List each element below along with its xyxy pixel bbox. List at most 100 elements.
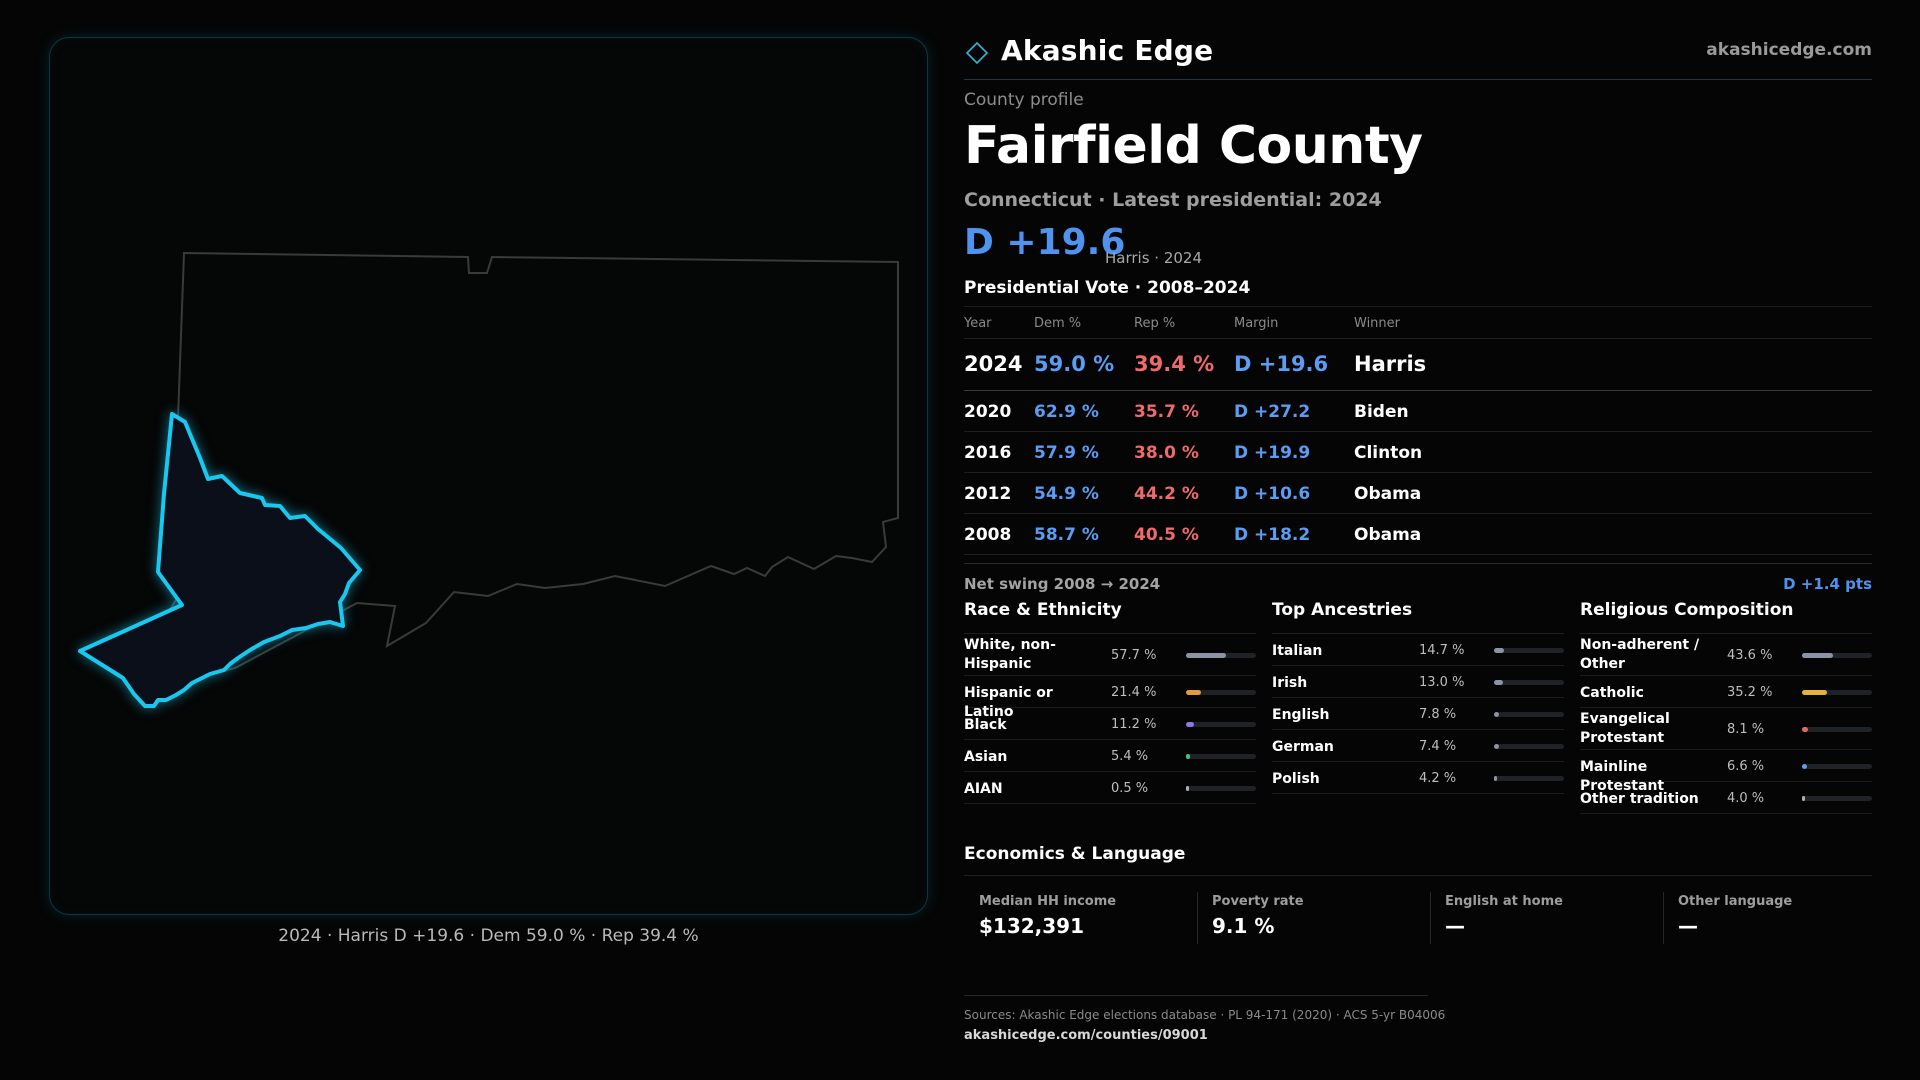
economics-title: Economics & Language	[964, 844, 1872, 876]
list-item: Irish 13.0 %	[1272, 666, 1564, 698]
list-item: White, non-Hispanic 57.7 %	[964, 634, 1256, 676]
bar-fill	[1494, 712, 1500, 717]
stat-value: —	[1678, 914, 1698, 938]
bar-fill	[1186, 754, 1190, 759]
row-winner: Obama	[1354, 484, 1422, 504]
latest-margin: D +19.6	[964, 222, 1126, 263]
sources-text: Sources: Akashic Edge elections database…	[964, 1008, 1446, 1022]
section-title: Race & Ethnicity	[964, 600, 1256, 634]
bar-fill	[1186, 722, 1194, 727]
table-row: 2020 62.9 % 35.7 % D +27.2 Biden	[964, 391, 1872, 432]
bar-track	[1494, 680, 1564, 685]
bar-track	[1802, 653, 1872, 658]
item-percent: 8.1 %	[1727, 722, 1765, 737]
item-percent: 4.2 %	[1419, 771, 1457, 786]
row-winner: Biden	[1354, 402, 1409, 422]
col-header-year: Year	[964, 316, 992, 331]
col-header-winner: Winner	[1354, 316, 1401, 331]
row-rep: 39.4 %	[1134, 352, 1215, 376]
table-header: Year Dem % Rep % Margin Winner	[964, 307, 1872, 339]
list-item: Black 11.2 %	[964, 708, 1256, 740]
list-item: AIAN 0.5 %	[964, 772, 1256, 804]
item-percent: 35.2 %	[1727, 685, 1773, 700]
religion-section: Religious Composition Non-adherent / Oth…	[1580, 600, 1872, 814]
stat-label: Median HH income	[979, 894, 1117, 909]
item-label: Irish	[1272, 675, 1308, 691]
divider	[1430, 892, 1431, 944]
section-title: Top Ancestries	[1272, 600, 1564, 634]
row-year: 2020	[964, 402, 1012, 422]
list-item: English 7.8 %	[1272, 698, 1564, 730]
diamond-logo-icon	[966, 42, 988, 64]
bar-track	[1802, 796, 1872, 801]
list-item: German 7.4 %	[1272, 730, 1564, 762]
county-map-panel	[49, 37, 928, 915]
item-label: German	[1272, 739, 1334, 755]
row-margin: D +10.6	[1234, 484, 1311, 504]
stat-label: English at home	[1445, 894, 1563, 909]
brand-name: Akashic Edge	[1001, 34, 1214, 67]
site-link[interactable]: akashicedge.com	[1706, 40, 1872, 60]
item-label: English	[1272, 707, 1330, 723]
county-url-link[interactable]: akashicedge.com/counties/09001	[964, 1028, 1208, 1043]
row-rep: 35.7 %	[1134, 402, 1199, 422]
row-margin: D +19.9	[1234, 443, 1311, 463]
stat-median-income: Median HH income $132,391	[964, 892, 1197, 944]
list-item: Hispanic or Latino 21.4 %	[964, 676, 1256, 720]
item-label: Other tradition	[1580, 791, 1699, 807]
row-dem: 54.9 %	[1034, 484, 1099, 504]
table-row: 2016 57.9 % 38.0 % D +19.9 Clinton	[964, 432, 1872, 473]
item-label: Non-adherent / Other	[1580, 637, 1700, 672]
item-percent: 57.7 %	[1111, 648, 1157, 663]
page-subtitle: Connecticut · Latest presidential: 2024	[964, 189, 1382, 211]
page-title: Fairfield County	[964, 116, 1423, 176]
item-label: Asian	[964, 749, 1008, 765]
list-item: Mainline Protestant 6.6 %	[1580, 750, 1872, 794]
sources-footer: Sources: Akashic Edge elections database…	[964, 995, 1445, 1043]
row-margin: D +19.6	[1234, 352, 1329, 376]
item-percent: 14.7 %	[1419, 643, 1465, 658]
header: Akashic Edge akashicedge.com	[964, 32, 1872, 80]
list-item: Polish 4.2 %	[1272, 762, 1564, 794]
row-margin: D +18.2	[1234, 525, 1311, 545]
item-label: Black	[964, 717, 1007, 733]
stat-value: —	[1445, 914, 1465, 938]
stat-value: $132,391	[979, 914, 1085, 938]
bar-fill	[1802, 653, 1833, 658]
county-profile-panel: Akashic Edge akashicedge.com County prof…	[964, 0, 1872, 1080]
row-dem: 62.9 %	[1034, 402, 1099, 422]
list-item: Asian 5.4 %	[964, 740, 1256, 772]
list-item: Catholic 35.2 %	[1580, 676, 1872, 708]
item-label: Evangelical Protestant	[1580, 711, 1670, 746]
item-label: Mainline Protestant	[1580, 759, 1665, 794]
bar-track	[1186, 653, 1256, 658]
row-year: 2008	[964, 525, 1012, 545]
list-item: Non-adherent / Other 43.6 %	[1580, 634, 1872, 676]
bar-fill	[1186, 786, 1189, 791]
stat-label: Poverty rate	[1212, 894, 1304, 909]
item-label: Polish	[1272, 771, 1320, 787]
row-dem: 59.0 %	[1034, 352, 1115, 376]
col-header-rep: Rep %	[1134, 316, 1176, 331]
stat-poverty-rate: Poverty rate 9.1 %	[1197, 892, 1430, 944]
bar-track	[1802, 727, 1872, 732]
bar-fill	[1802, 796, 1805, 801]
bar-track	[1186, 754, 1256, 759]
item-percent: 21.4 %	[1111, 685, 1157, 700]
item-label: White, non-Hispanic	[964, 637, 1056, 672]
item-percent: 4.0 %	[1727, 791, 1765, 806]
stat-label: Other language	[1678, 894, 1793, 909]
ancestries-section: Top Ancestries Italian 14.7 % Irish 13.0…	[1272, 600, 1564, 794]
stat-other-language: Other language —	[1663, 892, 1896, 944]
item-percent: 0.5 %	[1111, 781, 1149, 796]
fairfield-county-shape[interactable]	[78, 412, 362, 708]
item-label: Catholic	[1580, 685, 1644, 701]
bar-track	[1186, 690, 1256, 695]
vote-table-title: Presidential Vote · 2008–2024	[964, 278, 1251, 298]
item-label: Italian	[1272, 643, 1323, 659]
race-ethnicity-section: Race & Ethnicity White, non-Hispanic 57.…	[964, 600, 1256, 804]
row-year: 2024	[964, 352, 1023, 376]
item-label: Hispanic or Latino	[964, 685, 1053, 720]
list-item: Evangelical Protestant 8.1 %	[1580, 708, 1872, 750]
state-map[interactable]	[50, 38, 928, 915]
